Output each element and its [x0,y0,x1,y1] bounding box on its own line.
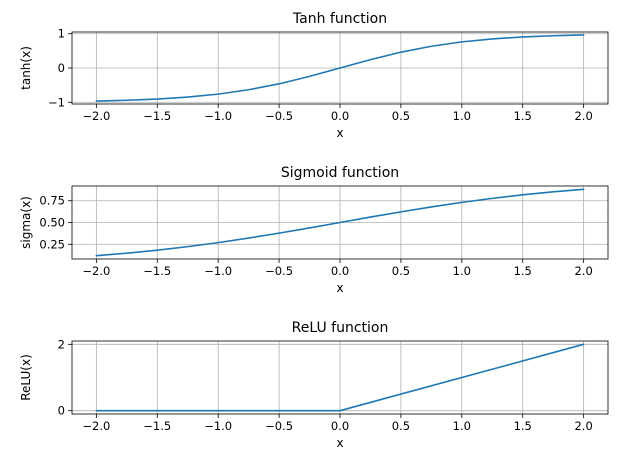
tanh-xtick-label-4: 0.0 [331,109,349,123]
tanh-xtick-label-0: −2.0 [82,109,110,123]
relu-ytick-label-0: 0 [58,404,65,418]
sigmoid-xtick-label-6: 1.0 [453,264,471,278]
relu-y-axis-label: ReLU(x) [19,354,33,401]
subplot-relu: −2.0 −1.5 −1.0 −0.5 0.0 0.5 1.0 1.5 2.0 0 2 ReLU fu… [19,320,609,450]
sigmoid-xtick-label-1: −1.5 [143,264,171,278]
tanh-ytick-label-0: −1 [48,95,65,109]
relu-xtick-label-7: 1.5 [514,419,532,433]
sigmoid-ytick-label-0: 0.25 [39,237,65,251]
tanh-ytick-label-1: 0 [58,61,65,75]
relu-xtick-label-4: 0.0 [331,419,349,433]
relu-x-axis-label: x [336,436,343,450]
relu-xtick-label-1: −1.5 [143,419,171,433]
tanh-xtick-label-1: −1.5 [143,109,171,123]
tanh-xtick-label-6: 1.0 [453,109,471,123]
tanh-series-line-0 [95,34,585,102]
tanh-xtick-label-2: −1.0 [204,109,232,123]
relu-xtick-label-3: −0.5 [265,419,293,433]
sigmoid-xtick-label-3: −0.5 [265,264,293,278]
sigmoid-y-axis-label: sigma(x) [19,196,33,249]
sigmoid-chart-title: Sigmoid function [281,165,399,181]
relu-ytick-label-1: 2 [58,337,65,351]
sigmoid-xtick-label-8: 2.0 [574,264,592,278]
tanh-xtick-label-7: 1.5 [514,109,532,123]
sigmoid-ytick-label-2: 0.75 [39,194,65,208]
relu-series-line-0 [95,343,585,412]
sigmoid-xtick-label-7: 1.5 [514,264,532,278]
relu-xtick-label-2: −1.0 [204,419,232,433]
tanh-x-axis-label: x [336,126,343,140]
relu-xtick-label-0: −2.0 [82,419,110,433]
sigmoid-xtick-label-0: −2.0 [82,264,110,278]
sigmoid-xtick-label-2: −1.0 [204,264,232,278]
sigmoid-xtick-label-4: 0.0 [331,264,349,278]
subplot-sigmoid: −2.0 −1.5 −1.0 −0.5 0.0 0.5 1.0 1.5 2.0 0.25 0.50 0… [19,165,609,295]
tanh-chart-title: Tanh function [292,11,387,27]
sigmoid-xtick-label-5: 0.5 [392,264,410,278]
subplot-tanh: −2.0 −1.5 −1.0 −0.5 0.0 0.5 1.0 1.5 2.0 −1 0 1 Tanh … [19,11,609,140]
sigmoid-x-axis-label: x [336,281,343,295]
sigmoid-ytick-label-1: 0.50 [39,216,65,230]
tanh-xtick-label-3: −0.5 [265,109,293,123]
relu-xtick-label-8: 2.0 [574,419,592,433]
tanh-xtick-label-5: 0.5 [392,109,410,123]
relu-xtick-label-6: 1.0 [453,419,471,433]
tanh-y-axis-label: tanh(x) [19,46,33,90]
tanh-ytick-label-2: 1 [58,27,65,41]
tanh-xtick-label-8: 2.0 [574,109,592,123]
sigmoid-series-line-0 [95,188,585,257]
relu-xtick-label-5: 0.5 [392,419,410,433]
relu-chart-title: ReLU function [292,320,389,336]
